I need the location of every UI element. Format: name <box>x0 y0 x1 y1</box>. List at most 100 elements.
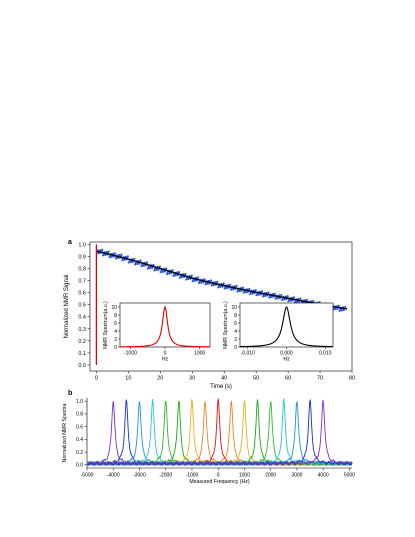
spectra-x-tick-label: -2000 <box>159 473 172 479</box>
decay-scatter-point <box>246 288 249 291</box>
decay-scatter-point <box>144 261 146 264</box>
decay-scatter-point <box>232 288 234 291</box>
decay-scatter-point <box>234 288 237 290</box>
decay-scatter-point <box>269 295 271 297</box>
spectra-y-tick-label: 0.2 <box>76 450 83 456</box>
decay-scatter-point <box>97 249 100 252</box>
decay-scatter-point <box>195 276 198 279</box>
decay-scatter-point <box>154 268 156 270</box>
decay-scatter-point <box>198 280 201 283</box>
decay-scatter-point <box>174 274 177 277</box>
inset-y-tick-label: 0 <box>234 345 237 351</box>
decay-scatter-point <box>149 265 152 268</box>
decay-scatter-point <box>334 308 337 311</box>
decay-scatter-point <box>205 281 208 284</box>
spectra-x-tick-label: 0 <box>217 473 220 479</box>
decay-scatter-point <box>212 281 215 284</box>
inset-y-tick-label: 4 <box>114 329 117 335</box>
decay-scatter-point <box>159 265 161 268</box>
decay-scatter-point <box>303 299 306 302</box>
decay-scatter-point <box>284 295 287 298</box>
decay-scatter-point <box>244 291 247 294</box>
decay-scatter-point <box>102 254 105 257</box>
inset-y-tick-label: 6 <box>234 321 237 327</box>
decay-scatter-point <box>142 264 145 267</box>
decay-scatter-point <box>195 279 198 282</box>
decay-scatter-point <box>208 282 211 285</box>
decay-scatter-point <box>247 291 249 293</box>
spectra-y-tick-label: 0.6 <box>76 424 83 430</box>
decay-scatter-point <box>119 255 122 257</box>
inset-x-tick-label: 0 <box>164 351 167 357</box>
decay-scatter-point <box>186 277 188 279</box>
decay-scatter-point <box>189 277 192 280</box>
decay-scatter-point <box>187 278 190 281</box>
decay-scatter-point <box>238 290 241 293</box>
decay-scatter-point <box>239 287 242 289</box>
decay-scatter-point <box>166 271 169 274</box>
decay-scatter-point <box>169 269 172 272</box>
decay-scatter-point <box>208 279 210 282</box>
decay-scatter-point <box>156 266 159 268</box>
decay-scatter-point <box>123 258 126 261</box>
decay-scatter-point <box>301 301 303 303</box>
decay-scatter-point <box>271 293 274 296</box>
decay-scatter-point <box>198 282 200 285</box>
decay-scatter-point <box>341 308 344 310</box>
decay-scatter-point <box>97 252 100 255</box>
decay-scatter-point <box>166 273 168 275</box>
decay-scatter-point <box>184 272 187 275</box>
decay-scatter-point <box>141 263 144 266</box>
decay-scatter-point <box>268 296 271 299</box>
decay-scatter-point <box>183 276 185 278</box>
decay-scatter-point <box>283 298 286 301</box>
inset-x-tick-label: -1000 <box>124 351 137 357</box>
decay-scatter-point <box>149 267 151 270</box>
decay-scatter-point <box>278 294 281 297</box>
decay-scatter-point <box>178 276 181 279</box>
decay-scatter-point <box>276 297 279 300</box>
decay-scatter-point <box>280 294 283 296</box>
decay-scatter-point <box>248 287 251 290</box>
decay-x-tick-label: 30 <box>189 376 195 382</box>
decay-scatter-point <box>112 255 115 258</box>
decay-scatter-point <box>153 269 156 272</box>
decay-scatter-point <box>224 286 227 288</box>
decay-scatter-point <box>312 300 315 302</box>
decay-scatter-point <box>155 269 158 271</box>
inset-y-axis-title: NMR Spectrum(a.u.) <box>103 301 109 349</box>
decay-scatter-point <box>249 293 252 295</box>
inset-frame <box>119 302 211 348</box>
decay-scatter-point <box>185 278 188 281</box>
decay-scatter-point <box>114 252 117 255</box>
inset-x-axis-title: Hz <box>162 357 169 363</box>
decay-scatter-point <box>243 290 246 293</box>
decay-scatter-point <box>215 282 218 285</box>
decay-scatter-point <box>128 260 131 262</box>
decay-scatter-point <box>337 304 340 307</box>
decay-scatter-point <box>146 261 149 264</box>
spectra-y-tick-label: 0.8 <box>76 412 83 418</box>
decay-scatter-point <box>126 256 129 259</box>
panel-b-letter: b <box>68 390 72 397</box>
decay-scatter-point <box>115 255 118 258</box>
decay-x-tick-label: 10 <box>125 376 131 382</box>
decay-scatter-point <box>222 282 225 285</box>
decay-scatter-point <box>293 296 296 299</box>
decay-scatter-point <box>179 275 182 278</box>
decay-scatter-point <box>211 283 214 285</box>
spectra-x-tick-label: 1000 <box>239 473 250 479</box>
inset-x-axis-title: Hz <box>283 357 290 363</box>
decay-scatter-point <box>160 269 163 272</box>
decay-scatter-point <box>275 296 278 299</box>
decay-scatter-point <box>176 274 179 277</box>
decay-scatter-point <box>133 257 136 260</box>
decay-scatter-point <box>102 252 105 255</box>
decay-scatter-point <box>262 295 264 298</box>
decay-scatter-point <box>286 295 289 298</box>
decay-scatter-point <box>108 256 111 259</box>
decay-scatter-point <box>236 290 239 293</box>
decay-scatter-point <box>213 284 215 287</box>
decay-scatter-point <box>335 305 338 308</box>
inset-y-tick-label: 10 <box>111 305 117 311</box>
